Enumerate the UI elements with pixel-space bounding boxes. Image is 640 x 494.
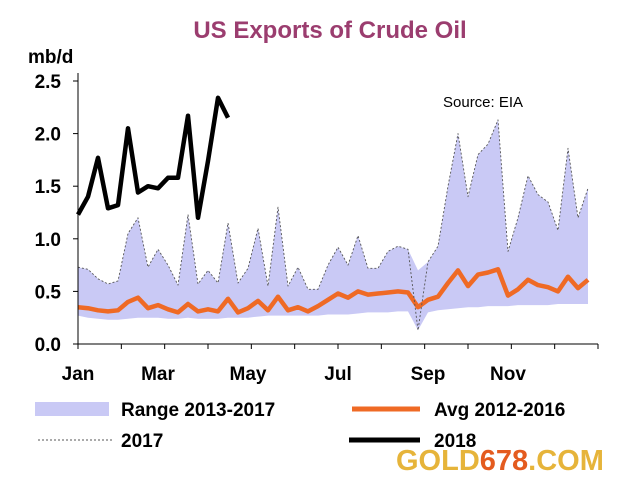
x-axis: Jan Mar May Jul Sep Nov: [62, 343, 599, 385]
x-tick-label: Jan: [62, 364, 95, 385]
chart-title: US Exports of Crude Oil: [193, 17, 466, 44]
legend-range-swatch: [35, 402, 109, 416]
y-tick-label: 2.0: [35, 125, 61, 146]
line-2017: [77, 119, 589, 331]
y-tick-label: 0.5: [35, 282, 62, 303]
legend-2017-label: 2017: [121, 431, 163, 452]
source-note: Source: EIA: [443, 94, 523, 111]
y-tick-label: 1.0: [35, 230, 61, 251]
legend: Range 2013-2017 Avg 2012-2016 2017 2018: [35, 400, 565, 452]
watermark: GOLD678.COM: [396, 445, 604, 477]
y-tick-label: 2.5: [35, 72, 62, 93]
y-axis-label: mb/d: [28, 47, 73, 68]
x-tick-label: May: [230, 364, 267, 385]
watermark-part2: 678: [480, 445, 528, 477]
x-tick-label: Mar: [141, 364, 175, 385]
x-tick-label: Sep: [411, 364, 446, 385]
y-tick-label: 1.5: [35, 177, 62, 198]
x-tick-label: Nov: [490, 364, 526, 385]
watermark-part1: GOLD: [396, 445, 480, 477]
line-2018: [76, 95, 231, 221]
plot-area: [76, 95, 590, 331]
legend-avg-label: Avg 2012-2016: [434, 400, 565, 421]
watermark-part3: .COM: [528, 445, 604, 477]
y-tick-label: 0.0: [35, 335, 61, 356]
avg-line: [77, 267, 590, 315]
x-tick-label: Jul: [324, 364, 351, 385]
y-axis: 0.0 0.5 1.0 1.5 2.0 2.5: [35, 72, 79, 356]
legend-2018-label: 2018: [434, 431, 476, 452]
legend-range-label: Range 2013-2017: [121, 400, 275, 421]
